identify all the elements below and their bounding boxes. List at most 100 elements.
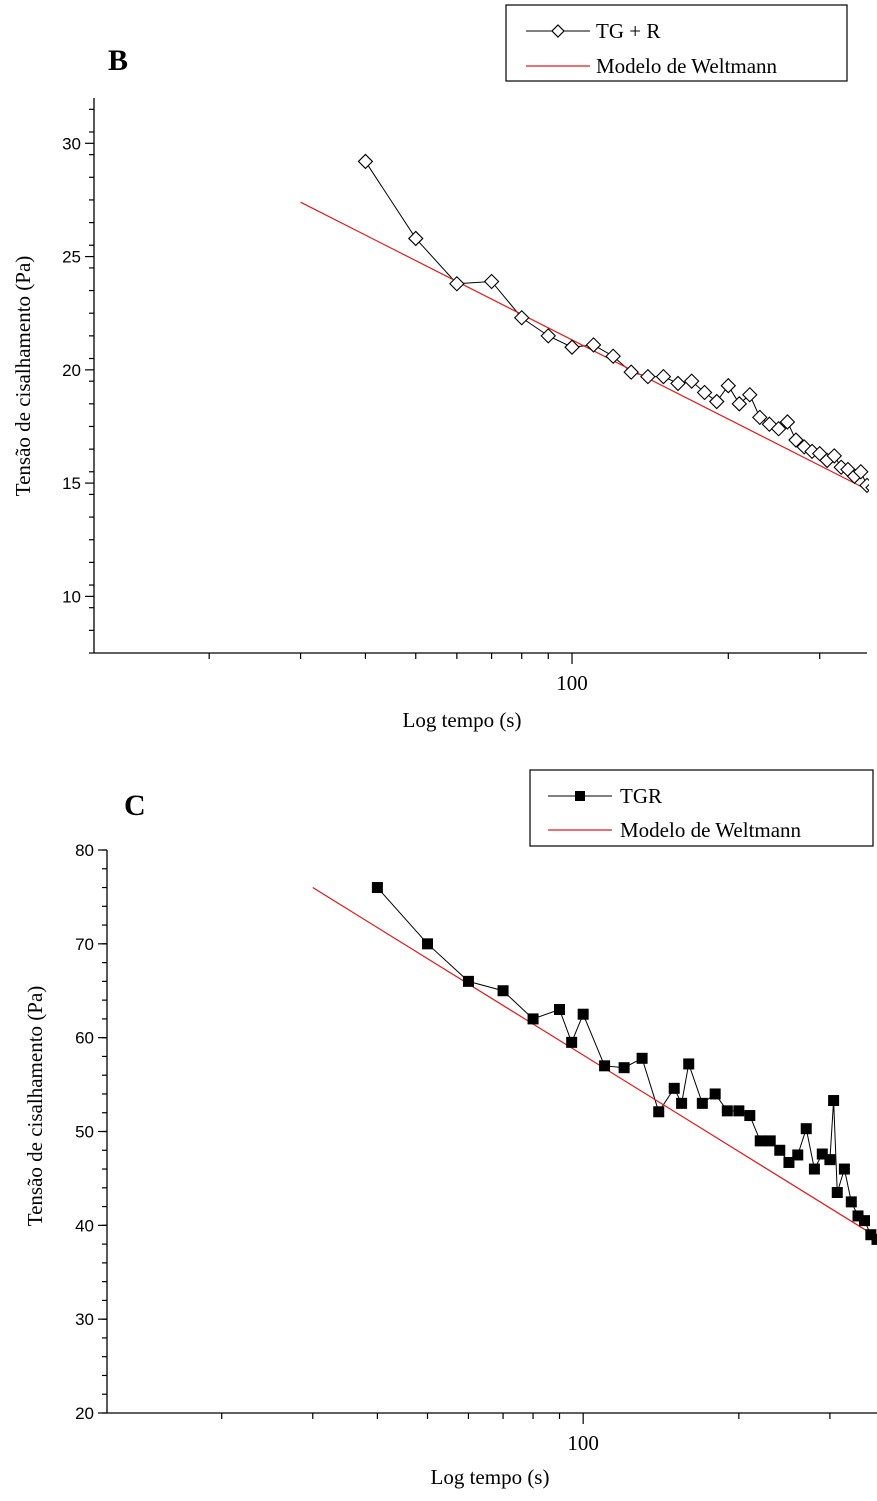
data-point <box>696 1097 708 1109</box>
legend-marker-tg-r <box>551 24 565 38</box>
data-point <box>577 1008 589 1020</box>
panel-label-c: C <box>124 789 146 822</box>
data-point <box>668 1082 680 1094</box>
data-point <box>872 487 877 501</box>
data-point <box>731 396 748 412</box>
data-point <box>554 1004 566 1016</box>
data-point <box>733 1105 745 1117</box>
data-point <box>676 1097 688 1109</box>
data-point <box>761 416 778 432</box>
plot-marks <box>312 882 877 1245</box>
data-point <box>865 1229 877 1241</box>
y-tick-label: 70 <box>75 935 94 954</box>
series-line-tgr <box>377 887 877 1241</box>
data-point <box>708 393 725 410</box>
plot-area-b: 10 15 20 25 30 100 <box>62 98 877 695</box>
data-point <box>497 985 509 997</box>
weltmann-model-line <box>312 887 877 1238</box>
data-point <box>853 463 869 480</box>
data-point <box>828 1095 840 1107</box>
y-tick-label: 20 <box>62 361 81 380</box>
data-point <box>752 409 768 426</box>
data-point <box>605 348 621 365</box>
data-point <box>540 328 557 344</box>
data-point <box>831 1186 843 1198</box>
data-point <box>371 882 383 894</box>
data-point <box>618 1062 630 1074</box>
data-point <box>513 309 530 326</box>
legend-b: TG + R Modelo de Weltmann <box>505 4 848 82</box>
data-point <box>788 432 804 448</box>
data-point <box>871 1233 877 1245</box>
y-axis-label-c: Tensão de cisalhamento (Pa) <box>23 986 47 1227</box>
data-point <box>483 273 500 290</box>
legend-label-weltmann-c: Modelo de Weltmann <box>620 818 802 842</box>
legend-label-tgr: TGR <box>620 784 662 808</box>
panel-label-b: B <box>108 44 128 77</box>
chart-panel-c: C TGR Modelo de Weltmann 20 30 40 50 60 70 80 1… <box>23 769 877 1489</box>
data-point <box>655 368 672 385</box>
data-point <box>636 1052 648 1064</box>
chart-panel-b: B TG + R Modelo de Weltmann 101520253010… <box>11 4 877 732</box>
data-point <box>640 368 656 385</box>
weltmann-model-line <box>300 201 869 492</box>
series-line-tg-r <box>365 161 869 487</box>
data-point <box>709 1088 721 1100</box>
data-point <box>800 1123 812 1135</box>
data-point <box>754 1135 766 1147</box>
plot-marks <box>300 153 877 501</box>
plot-area-c: 20 30 40 50 60 70 80 100 <box>75 841 877 1455</box>
x-axis-label-c: Log tempo (s) <box>431 1465 550 1489</box>
y-tick-label: 60 <box>75 1029 94 1048</box>
y-tick-label: 50 <box>75 1123 94 1142</box>
data-point <box>838 1163 850 1175</box>
data-point <box>779 414 796 430</box>
y-tick-label: 80 <box>75 841 94 860</box>
x-tick-label: 100 <box>556 671 588 695</box>
data-point <box>422 938 434 950</box>
data-point <box>599 1060 611 1072</box>
data-point <box>774 1144 786 1156</box>
data-point <box>566 1036 578 1048</box>
data-point <box>357 153 374 170</box>
y-tick-label: 10 <box>62 587 81 606</box>
data-point <box>720 377 737 394</box>
data-point <box>770 420 787 437</box>
data-point <box>462 975 474 987</box>
data-point <box>585 337 602 353</box>
legend-box-c <box>529 769 874 847</box>
data-point <box>824 1154 836 1166</box>
y-tick-label: 15 <box>62 474 81 493</box>
legend-box-b <box>505 4 848 82</box>
y-tick-label: 20 <box>75 1404 94 1423</box>
data-point <box>859 477 869 494</box>
y-tick-label: 30 <box>62 134 81 153</box>
data-point <box>653 1106 665 1118</box>
x-tick-label: 100 <box>567 1431 599 1455</box>
data-point <box>852 1210 864 1222</box>
data-point <box>826 448 843 464</box>
y-tick-label: 25 <box>62 248 81 267</box>
data-point <box>564 339 580 355</box>
data-point <box>792 1149 804 1161</box>
data-point <box>816 1148 828 1160</box>
data-point <box>670 375 686 392</box>
data-point <box>696 384 713 401</box>
legend-label-weltmann-b: Modelo de Weltmann <box>596 54 778 78</box>
data-point <box>859 1215 871 1227</box>
legend-marker-tgr <box>575 791 585 801</box>
data-point <box>742 386 758 403</box>
data-point <box>783 1156 795 1168</box>
data-point <box>449 275 465 292</box>
y-tick-label: 30 <box>75 1310 94 1329</box>
data-point <box>623 364 639 380</box>
data-point <box>764 1135 776 1147</box>
y-axis-label-b: Tensão de cisalhamento (Pa) <box>11 256 35 497</box>
data-point <box>744 1110 756 1122</box>
data-point <box>721 1105 733 1117</box>
data-point <box>683 373 700 389</box>
data-point <box>865 483 869 492</box>
x-axis-label-b: Log tempo (s) <box>403 708 522 732</box>
legend-c: TGR Modelo de Weltmann <box>529 769 874 847</box>
